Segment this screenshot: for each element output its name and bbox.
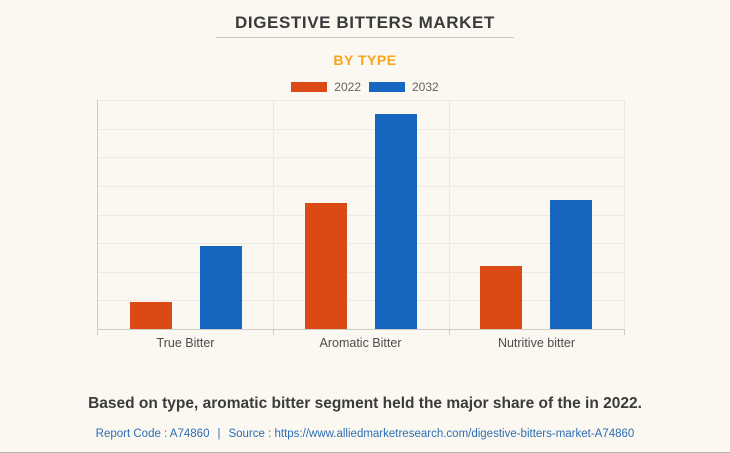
chart-title: DIGESTIVE BITTERS MARKET	[235, 13, 495, 32]
axis-tick	[97, 329, 98, 335]
bar-2022-aromatic-bitter[interactable]	[305, 203, 347, 329]
gridline-horizontal	[98, 300, 624, 301]
gridline-horizontal	[98, 272, 624, 273]
summary-statement: Based on type, aromatic bitter segment h…	[88, 395, 642, 412]
axis-tick	[273, 329, 274, 335]
axis-tick	[449, 329, 450, 335]
legend-item-2022[interactable]: 2022	[291, 80, 361, 94]
title-divider	[216, 37, 514, 38]
bar-2032-nutritive-bitter[interactable]	[550, 200, 592, 329]
gridline-horizontal	[98, 186, 624, 187]
legend-swatch-2032	[369, 82, 405, 92]
gridline-vertical	[449, 100, 450, 329]
source-link[interactable]: Source : https://www.alliedmarketresearc…	[228, 428, 635, 440]
legend-item-2032[interactable]: 2032	[369, 80, 439, 94]
gridline-horizontal	[98, 157, 624, 158]
bar-2032-aromatic-bitter[interactable]	[375, 114, 417, 329]
bar-2032-true-bitter[interactable]	[200, 246, 242, 329]
category-label: True Bitter	[156, 336, 215, 350]
separator: |	[217, 428, 221, 440]
gridline-horizontal	[98, 129, 624, 130]
gridline-vertical	[273, 100, 274, 329]
plot-area: True Bitter Aromatic Bitter Nutritive bitt…	[97, 100, 625, 350]
bar-2022-true-bitter[interactable]	[130, 302, 172, 329]
report-code-label: Report Code : A74860	[95, 428, 210, 440]
source-line: Report Code : A74860 | Source : https://ww…	[0, 428, 730, 440]
bar-2022-nutritive-bitter[interactable]	[480, 266, 522, 329]
gridline-horizontal	[98, 243, 624, 244]
category-label: Nutritive bitter	[497, 336, 576, 350]
legend-swatch-2022	[291, 82, 328, 92]
axis-tick	[624, 329, 625, 335]
legend-label: 2032	[412, 80, 439, 94]
legend-label: 2022	[334, 80, 361, 94]
gridline-horizontal	[98, 100, 624, 101]
gridline-horizontal	[98, 215, 624, 216]
gridline-vertical	[624, 100, 625, 329]
legend: 2022 2032	[0, 79, 730, 95]
category-label: Aromatic Bitter	[319, 336, 402, 350]
chart-subtitle: BY TYPE	[333, 52, 397, 68]
